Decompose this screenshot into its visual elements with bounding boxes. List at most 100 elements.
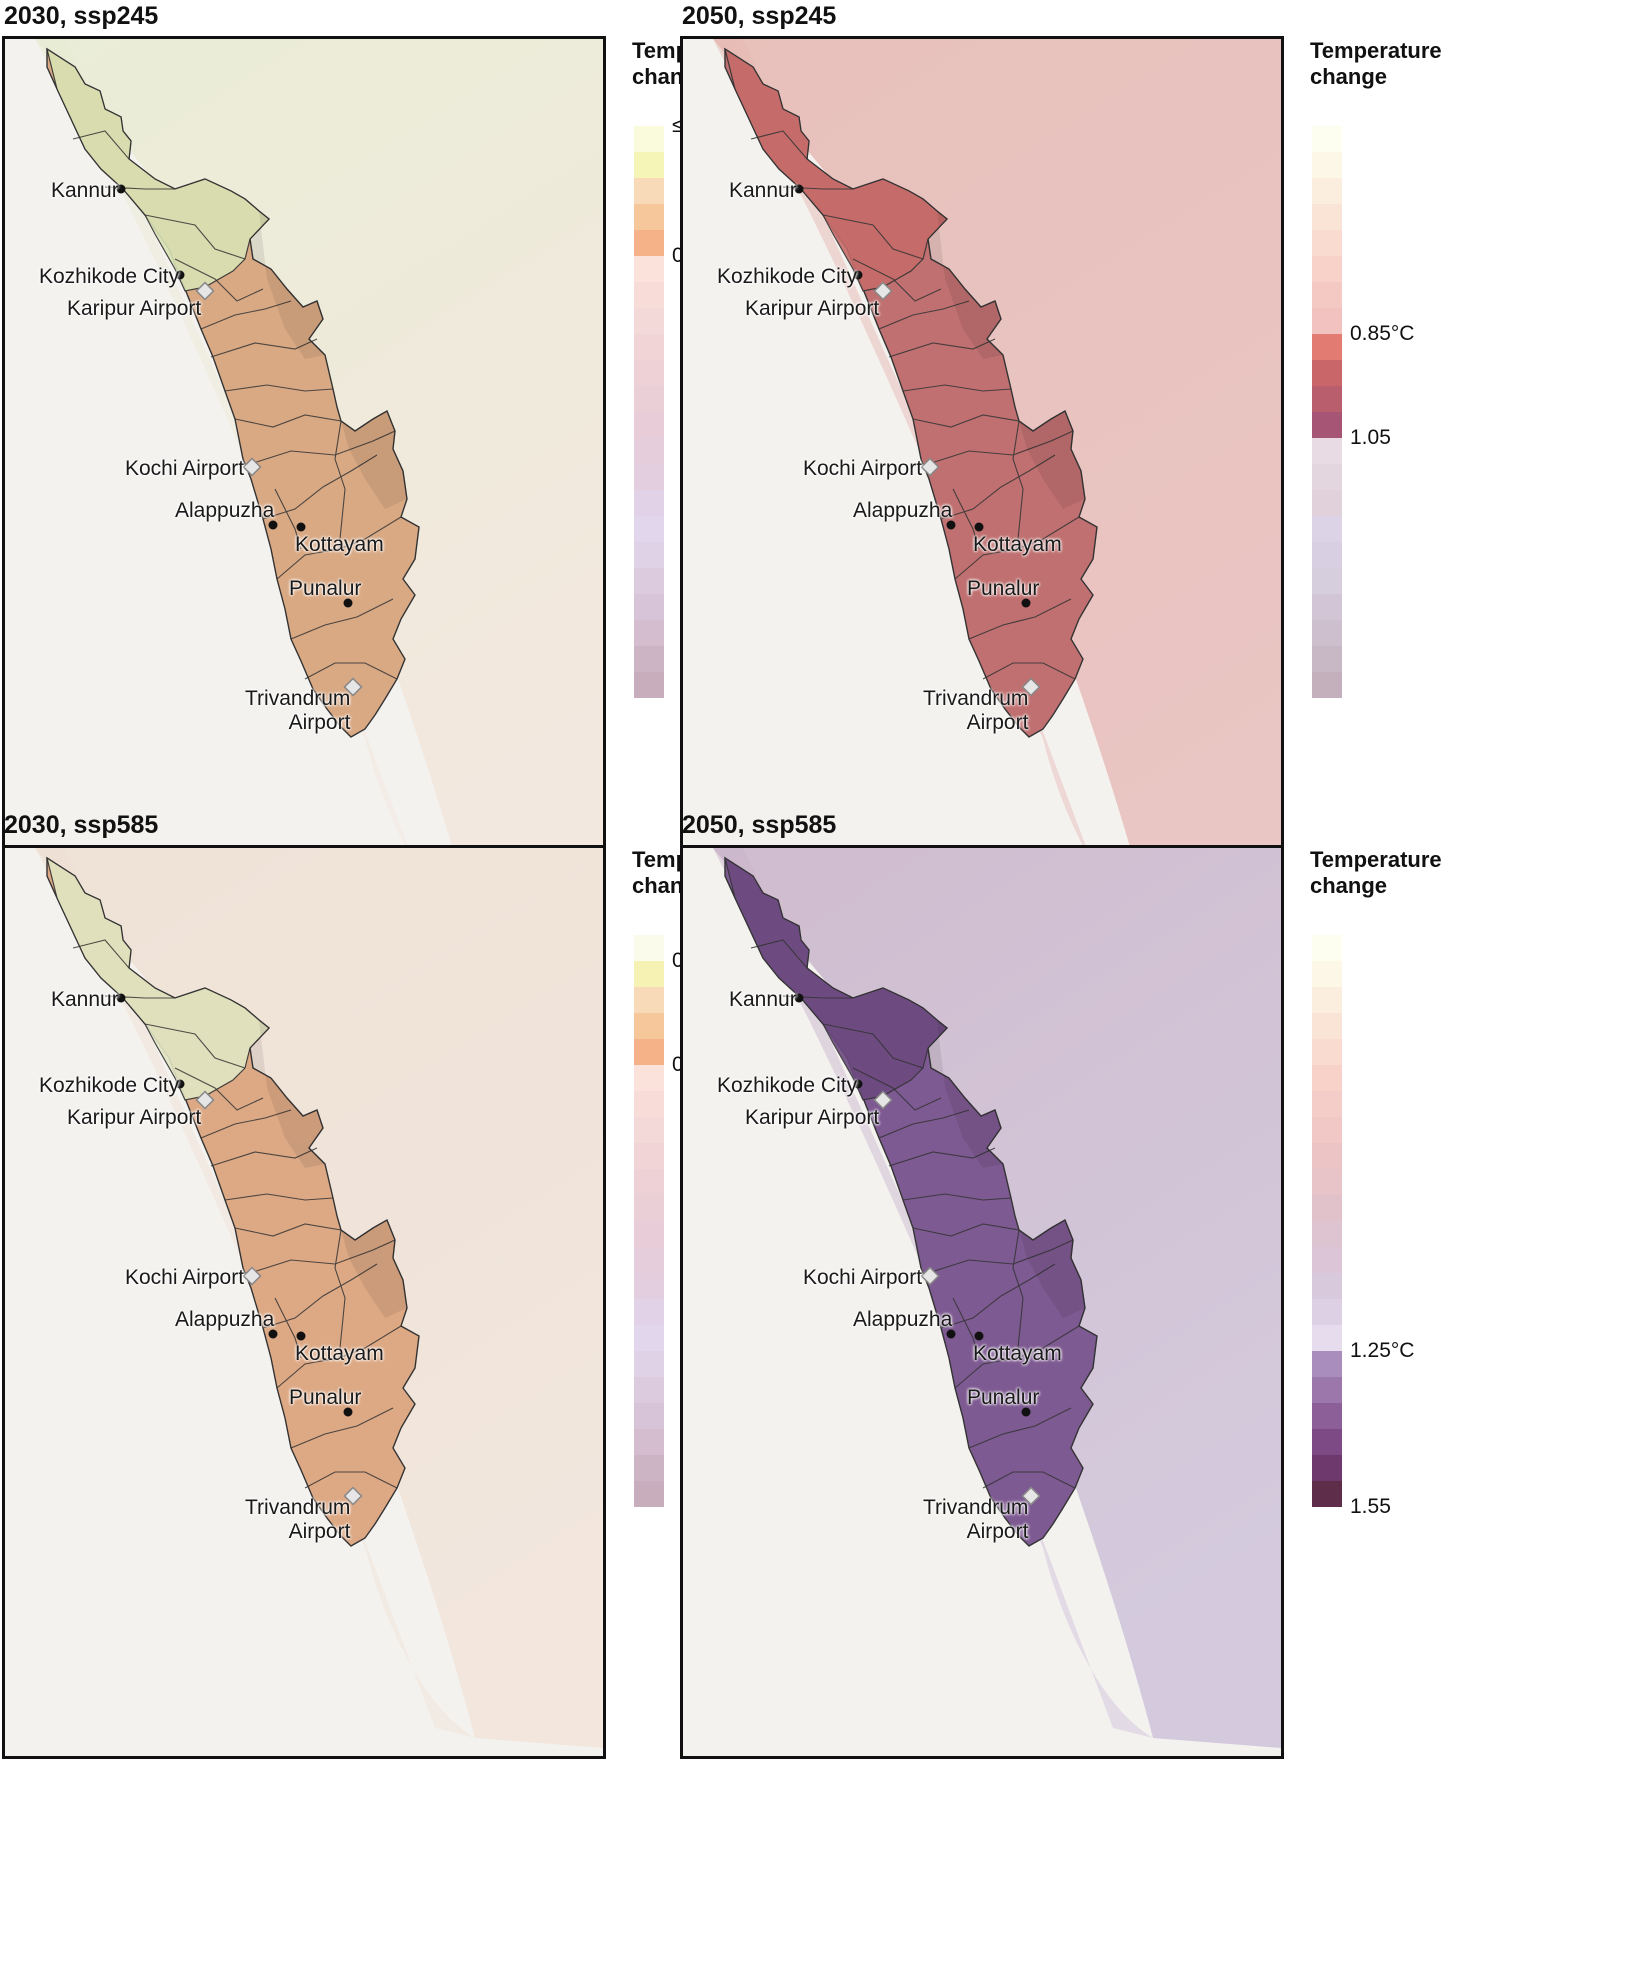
- legend-swatch: [634, 282, 664, 308]
- legend-swatch: [634, 516, 664, 542]
- place-label: Alappuzha: [853, 499, 953, 522]
- airport-marker: [195, 281, 215, 301]
- legend-tick-label: 1.25°C: [1350, 1339, 1415, 1362]
- place-label: Kannur: [729, 179, 797, 202]
- legend-swatch: [634, 204, 664, 230]
- legend-swatch: [634, 1065, 664, 1091]
- place-label: Trivandrum Airport: [923, 687, 1029, 735]
- place-label: Kozhikode City: [717, 1074, 858, 1097]
- legend-swatch: [634, 1481, 664, 1507]
- legend-swatch: [634, 1195, 664, 1221]
- kerala-map: [683, 848, 1281, 1756]
- legend-swatch: [1312, 1325, 1342, 1351]
- legend-swatch: [1312, 256, 1342, 282]
- legend-title: Temperature change: [1310, 38, 1442, 89]
- legend-swatch: [634, 987, 664, 1013]
- legend-swatch: [1312, 464, 1342, 490]
- legend-swatch: [634, 178, 664, 204]
- legend-swatch: [1312, 1195, 1342, 1221]
- legend-swatch: [1312, 490, 1342, 516]
- airport-marker: [195, 1090, 215, 1110]
- city-marker: [946, 1329, 956, 1339]
- legend-swatch: [1312, 935, 1342, 961]
- place-label: Kannur: [51, 179, 119, 202]
- legend-swatch: [634, 412, 664, 438]
- legend-swatch: [634, 438, 664, 464]
- legend-swatch: [1312, 1299, 1342, 1325]
- panel-title: 2030, ssp245: [4, 2, 159, 30]
- legend-swatch: [634, 1169, 664, 1195]
- projection-area: [35, 39, 603, 939]
- district-boundaries: [750, 939, 1080, 1489]
- airport-marker: [242, 457, 262, 477]
- legend-swatch: [1312, 568, 1342, 594]
- place-label: Kottayam: [973, 1342, 1062, 1365]
- legend-swatch: [1312, 1091, 1342, 1117]
- place-label: Kottayam: [973, 533, 1062, 556]
- legend-swatch: [634, 1273, 664, 1299]
- relief-shading: [250, 1020, 407, 1318]
- place-label: Trivandrum Airport: [245, 1496, 351, 1544]
- city-marker: [853, 1079, 863, 1089]
- airport-marker: [343, 677, 363, 697]
- legend-swatch: [634, 1117, 664, 1143]
- city-marker: [175, 1079, 185, 1089]
- legend-swatch: [634, 1143, 664, 1169]
- district-boundaries: [72, 130, 402, 680]
- legend-swatch: [1312, 987, 1342, 1013]
- airport-marker: [920, 457, 940, 477]
- city-marker: [853, 270, 863, 280]
- legend-swatch: [634, 1403, 664, 1429]
- legend-swatch: [1312, 1351, 1342, 1377]
- legend-swatch: [1312, 620, 1342, 646]
- city-marker: [296, 522, 306, 532]
- legend-color-bar: [1312, 126, 1342, 698]
- place-label: Kottayam: [295, 533, 384, 556]
- place-label: Alappuzha: [853, 1308, 953, 1331]
- place-label: Trivandrum Airport: [245, 687, 351, 735]
- legend-swatch: [634, 1455, 664, 1481]
- city-marker: [268, 520, 278, 530]
- place-label: Trivandrum Airport: [923, 1496, 1029, 1544]
- legend-swatch: [1312, 1403, 1342, 1429]
- legend-swatch: [634, 1377, 664, 1403]
- map-frame: Kannur Kozhikode City Karipur Airport Kochi…: [2, 845, 606, 1759]
- legend-swatch: [634, 542, 664, 568]
- legend-swatch: [1312, 1117, 1342, 1143]
- kerala-map: [5, 39, 603, 947]
- legend-swatch: [634, 386, 664, 412]
- city-marker: [794, 993, 804, 1003]
- legend-swatch: [634, 568, 664, 594]
- projection-area: [713, 848, 1281, 1748]
- legend-swatch: [634, 594, 664, 620]
- city-marker: [343, 598, 353, 608]
- place-label: Kozhikode City: [39, 1074, 180, 1097]
- legend-swatch: [1312, 386, 1342, 412]
- relief-shading: [928, 211, 1085, 509]
- legend-color-bar: [634, 935, 664, 1507]
- kerala-map: [683, 39, 1281, 947]
- legend-swatch: [1312, 1221, 1342, 1247]
- place-label: Kochi Airport: [803, 457, 923, 480]
- place-label: Alappuzha: [175, 1308, 275, 1331]
- place-label: Kochi Airport: [125, 1266, 245, 1289]
- place-label: Karipur Airport: [745, 297, 880, 320]
- city-marker: [1021, 598, 1031, 608]
- city-marker: [974, 522, 984, 532]
- legend-swatch: [1312, 1013, 1342, 1039]
- legend-swatch: [1312, 360, 1342, 386]
- place-label: Punalur: [967, 1386, 1040, 1409]
- place-label: Karipur Airport: [67, 1106, 202, 1129]
- legend-swatch: [634, 256, 664, 282]
- place-label: Kozhikode City: [717, 265, 858, 288]
- kerala-map: [5, 848, 603, 1756]
- airport-marker: [343, 1486, 363, 1506]
- airport-marker: [242, 1266, 262, 1286]
- legend-swatch: [634, 1221, 664, 1247]
- legend-swatch: [634, 334, 664, 360]
- city-marker: [343, 1407, 353, 1417]
- place-label: Kozhikode City: [39, 265, 180, 288]
- map-frame: Kannur Kozhikode City Karipur Airport Kochi…: [2, 36, 606, 950]
- district-boundaries: [750, 130, 1080, 680]
- legend-swatch: [1312, 412, 1342, 438]
